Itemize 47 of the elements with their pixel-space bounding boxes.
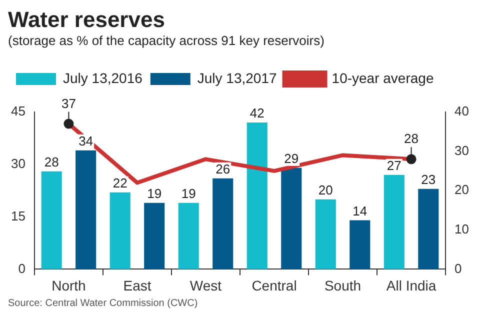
x-tick-label: Central (252, 277, 297, 294)
x-tick-label: West (190, 277, 222, 294)
bar (144, 202, 165, 270)
data-label: 27 (386, 158, 402, 173)
data-label: 42 (250, 106, 264, 121)
y2-tick-label: 20 (454, 182, 470, 198)
bar (110, 192, 130, 270)
chart-subtitle: (storage as % of the capacity across 91 key reservoirs) (8, 32, 326, 50)
y-tick-label: 15 (10, 208, 26, 224)
bar (178, 202, 199, 270)
bar (350, 220, 370, 270)
data-label: 20 (318, 182, 333, 198)
legend-label: 10-year average (332, 70, 434, 86)
y-tick-label: 0 (18, 260, 26, 276)
bar (246, 122, 268, 270)
data-label: 23 (421, 172, 436, 187)
data-label: 28 (44, 154, 59, 170)
legend-label: July 13,2016 (63, 70, 143, 86)
data-label: 26 (216, 161, 230, 176)
x-tick-label: All India (386, 277, 436, 294)
source-note: Source: Central Water Commission (CWC) (8, 298, 199, 310)
data-label: 19 (181, 186, 196, 201)
data-label: 37 (61, 96, 76, 111)
y2-tick-label: 40 (454, 104, 470, 119)
legend-label: July 13,2017 (197, 70, 277, 86)
bar (41, 171, 62, 270)
bar (384, 174, 404, 270)
data-label: 19 (147, 186, 162, 201)
x-tick-label: North (52, 277, 86, 294)
bar (418, 188, 439, 270)
bar (76, 150, 96, 270)
bar (281, 168, 302, 270)
data-label: 34 (78, 134, 94, 149)
x-tick-label: South (324, 277, 362, 294)
data-label: 29 (284, 150, 299, 166)
data-label: 28 (404, 131, 419, 146)
chart-title: Water reserves (8, 7, 166, 32)
y-tick-label: 30 (10, 156, 26, 171)
y2-tick-label: 0 (454, 260, 462, 276)
bar (315, 199, 336, 270)
y-tick-label: 45 (10, 104, 26, 119)
y2-tick-label: 30 (454, 142, 470, 158)
data-label: 22 (112, 175, 128, 190)
x-tick-label: East (123, 277, 152, 294)
data-label: 14 (352, 203, 368, 218)
bar (212, 178, 234, 270)
y2-tick-label: 10 (454, 221, 470, 236)
